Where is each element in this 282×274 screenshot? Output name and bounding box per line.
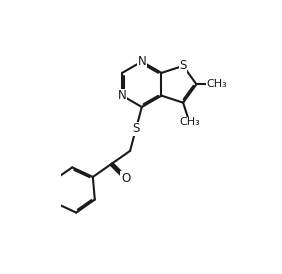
Text: CH₃: CH₃ (179, 117, 200, 127)
Text: O: O (121, 172, 130, 185)
Text: CH₃: CH₃ (206, 79, 227, 89)
Text: N: N (118, 89, 127, 102)
Text: S: S (132, 122, 140, 135)
Text: S: S (179, 59, 187, 72)
Text: N: N (137, 55, 146, 68)
